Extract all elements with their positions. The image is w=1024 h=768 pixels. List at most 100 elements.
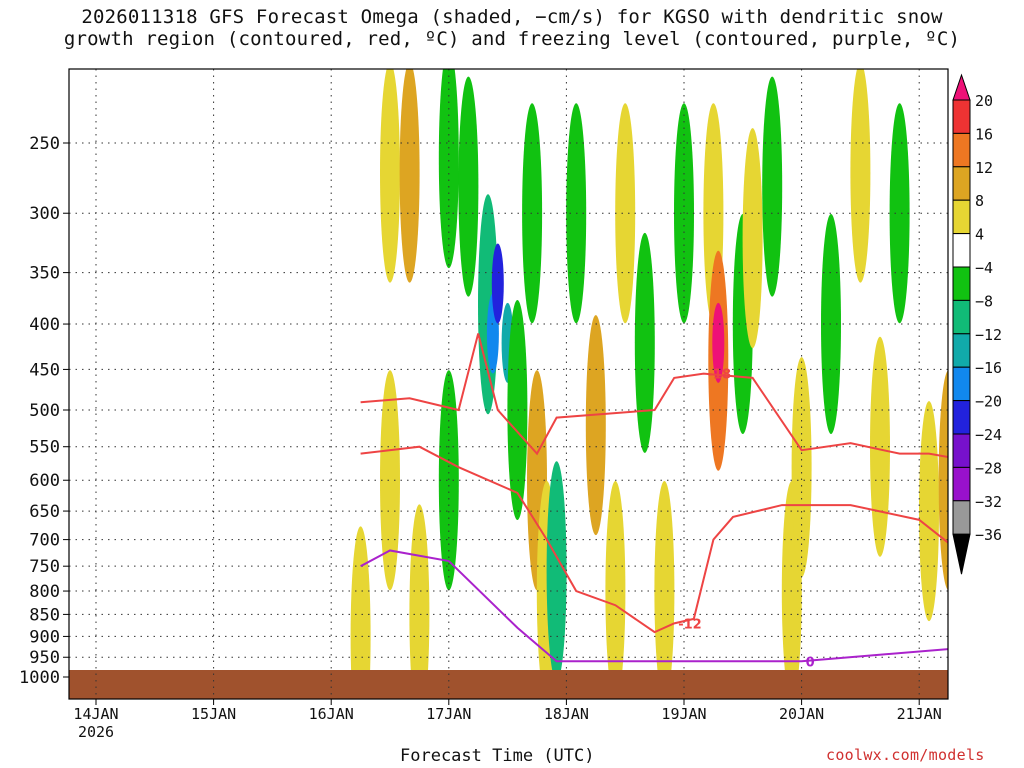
colorbar-segment-8	[952, 333, 971, 368]
colorbar-bottom-arrow	[952, 533, 971, 575]
colorbar-label-0: 20	[975, 92, 993, 110]
contour-label-1: -12	[678, 617, 702, 632]
x-tick-label-1: 15JAN	[191, 705, 236, 723]
colorbar-segment-7	[952, 299, 971, 335]
terrain-surface	[69, 670, 948, 699]
chart-title-line-1: 2026011318 GFS Forecast Omega (shaded, −…	[81, 6, 943, 28]
colorbar-segment-5	[952, 233, 971, 268]
y-tick-label-800: 800	[29, 582, 60, 602]
y-tick-label-600: 600	[29, 471, 60, 491]
omega-blob-7	[458, 76, 479, 297]
x-tick-label-7: 21JAN	[897, 705, 942, 723]
omega-blob-6	[438, 370, 459, 591]
omega-blob-18	[585, 315, 606, 536]
y-tick-label-1000: 1000	[19, 668, 60, 688]
colorbar-label-6: −8	[975, 292, 993, 310]
y-tick-label-250: 250	[29, 134, 60, 154]
contour-label-0: -18	[708, 368, 732, 383]
omega-blob-41	[1017, 401, 1024, 621]
omega-blob-35	[889, 103, 910, 324]
omega-blob-4	[409, 504, 430, 699]
colorbar-label-3: 8	[975, 192, 984, 210]
omega-blob-31	[791, 357, 812, 578]
colorbar-segment-10	[952, 400, 971, 435]
contour-1	[360, 445, 948, 634]
omega-blob-1	[380, 69, 400, 283]
colorbar-segment-12	[952, 466, 971, 502]
colorbar-segment-9	[952, 366, 971, 402]
y-tick-label-400: 400	[29, 315, 60, 335]
colorbar-label-10: −24	[975, 426, 1002, 444]
y-tick-label-700: 700	[29, 531, 60, 551]
grid-lines	[69, 69, 948, 699]
omega-blob-34	[870, 336, 890, 557]
omega-blob-40	[997, 103, 1017, 323]
omega-blob-10	[491, 243, 504, 324]
omega-blob-29	[762, 76, 783, 297]
colorbar-label-12: −32	[975, 493, 1002, 511]
y-tick-label-350: 350	[29, 264, 60, 284]
omega-blob-0	[350, 526, 371, 699]
omega-blob-12	[507, 300, 528, 520]
colorbar: 20 16 12 8 4 −4 −8 −12 −16 −20 −24 −28 −32 −36	[952, 73, 1002, 575]
y-tick-label-950: 950	[29, 648, 60, 668]
colorbar-label-11: −28	[975, 459, 1002, 477]
colorbar-label-8: −16	[975, 359, 1002, 377]
colorbar-segment-6	[952, 266, 971, 301]
omega-blob-36	[919, 401, 939, 622]
y-tick-label-500: 500	[29, 401, 60, 421]
source-credit: coolwx.com/models	[826, 746, 985, 764]
y-tick-label-900: 900	[29, 627, 60, 647]
y-tick-label-850: 850	[29, 605, 60, 625]
x-axis-title: Forecast Time (UTC)	[400, 746, 595, 766]
surface-fill	[69, 670, 948, 699]
omega-blob-16	[546, 461, 567, 682]
x-tick-label-3: 17JAN	[426, 705, 471, 723]
omega-blob-20	[615, 103, 636, 324]
colorbar-label-2: 12	[975, 159, 993, 177]
colorbar-label-4: 4	[975, 226, 984, 244]
x-tick-label-0: 14JAN	[73, 705, 118, 723]
x-tick-label-6: 20JAN	[779, 705, 824, 723]
y-tick-label-550: 550	[29, 438, 60, 458]
chart-title-line-2: growth region (contoured, red, ºC) and f…	[63, 28, 961, 50]
x-tick-label-2: 16JAN	[309, 705, 354, 723]
omega-blob-2	[380, 370, 400, 591]
omega-blob-19	[605, 481, 626, 699]
plot-frame	[68, 68, 949, 700]
contour-layer: -18 -12 0	[360, 333, 948, 670]
colorbar-segment-1	[952, 99, 971, 134]
colorbar-label-13: −36	[975, 526, 1002, 544]
omega-blob-21	[634, 232, 655, 453]
contour-label-2: 0	[806, 655, 815, 670]
x-tick-sublabel-0: 2026	[78, 723, 114, 741]
y-tick-label-300: 300	[29, 204, 60, 224]
y-tick-label-450: 450	[29, 360, 60, 380]
y-tick-label-650: 650	[29, 502, 60, 522]
y-tick-label-750: 750	[29, 557, 60, 577]
x-tick-label-5: 19JAN	[661, 705, 706, 723]
omega-blob-37	[938, 370, 948, 591]
omega-blob-13	[522, 103, 543, 324]
contour-0	[360, 333, 948, 458]
omega-blob-3	[399, 69, 420, 283]
colorbar-label-5: −4	[975, 259, 993, 277]
contour-2	[360, 549, 948, 663]
omega-blob-26	[712, 302, 725, 383]
omega-blob-5	[438, 69, 459, 269]
omega-blob-22	[654, 481, 675, 699]
omega-blob-32	[821, 214, 841, 435]
colorbar-segment-13	[952, 500, 971, 535]
colorbar-segment-4	[952, 199, 971, 235]
chart-title: 2026011318 GFS Forecast Omega (shaded, −…	[0, 6, 1024, 50]
colorbar-segment-11	[952, 433, 971, 468]
omega-blob-33	[850, 69, 871, 283]
colorbar-segment-2	[952, 132, 971, 168]
colorbar-segment-3	[952, 166, 971, 201]
x-tick-label-4: 18JAN	[544, 705, 589, 723]
colorbar-label-1: 16	[975, 125, 993, 143]
colorbar-label-9: −20	[975, 393, 1002, 411]
omega-blob-28	[742, 128, 763, 349]
